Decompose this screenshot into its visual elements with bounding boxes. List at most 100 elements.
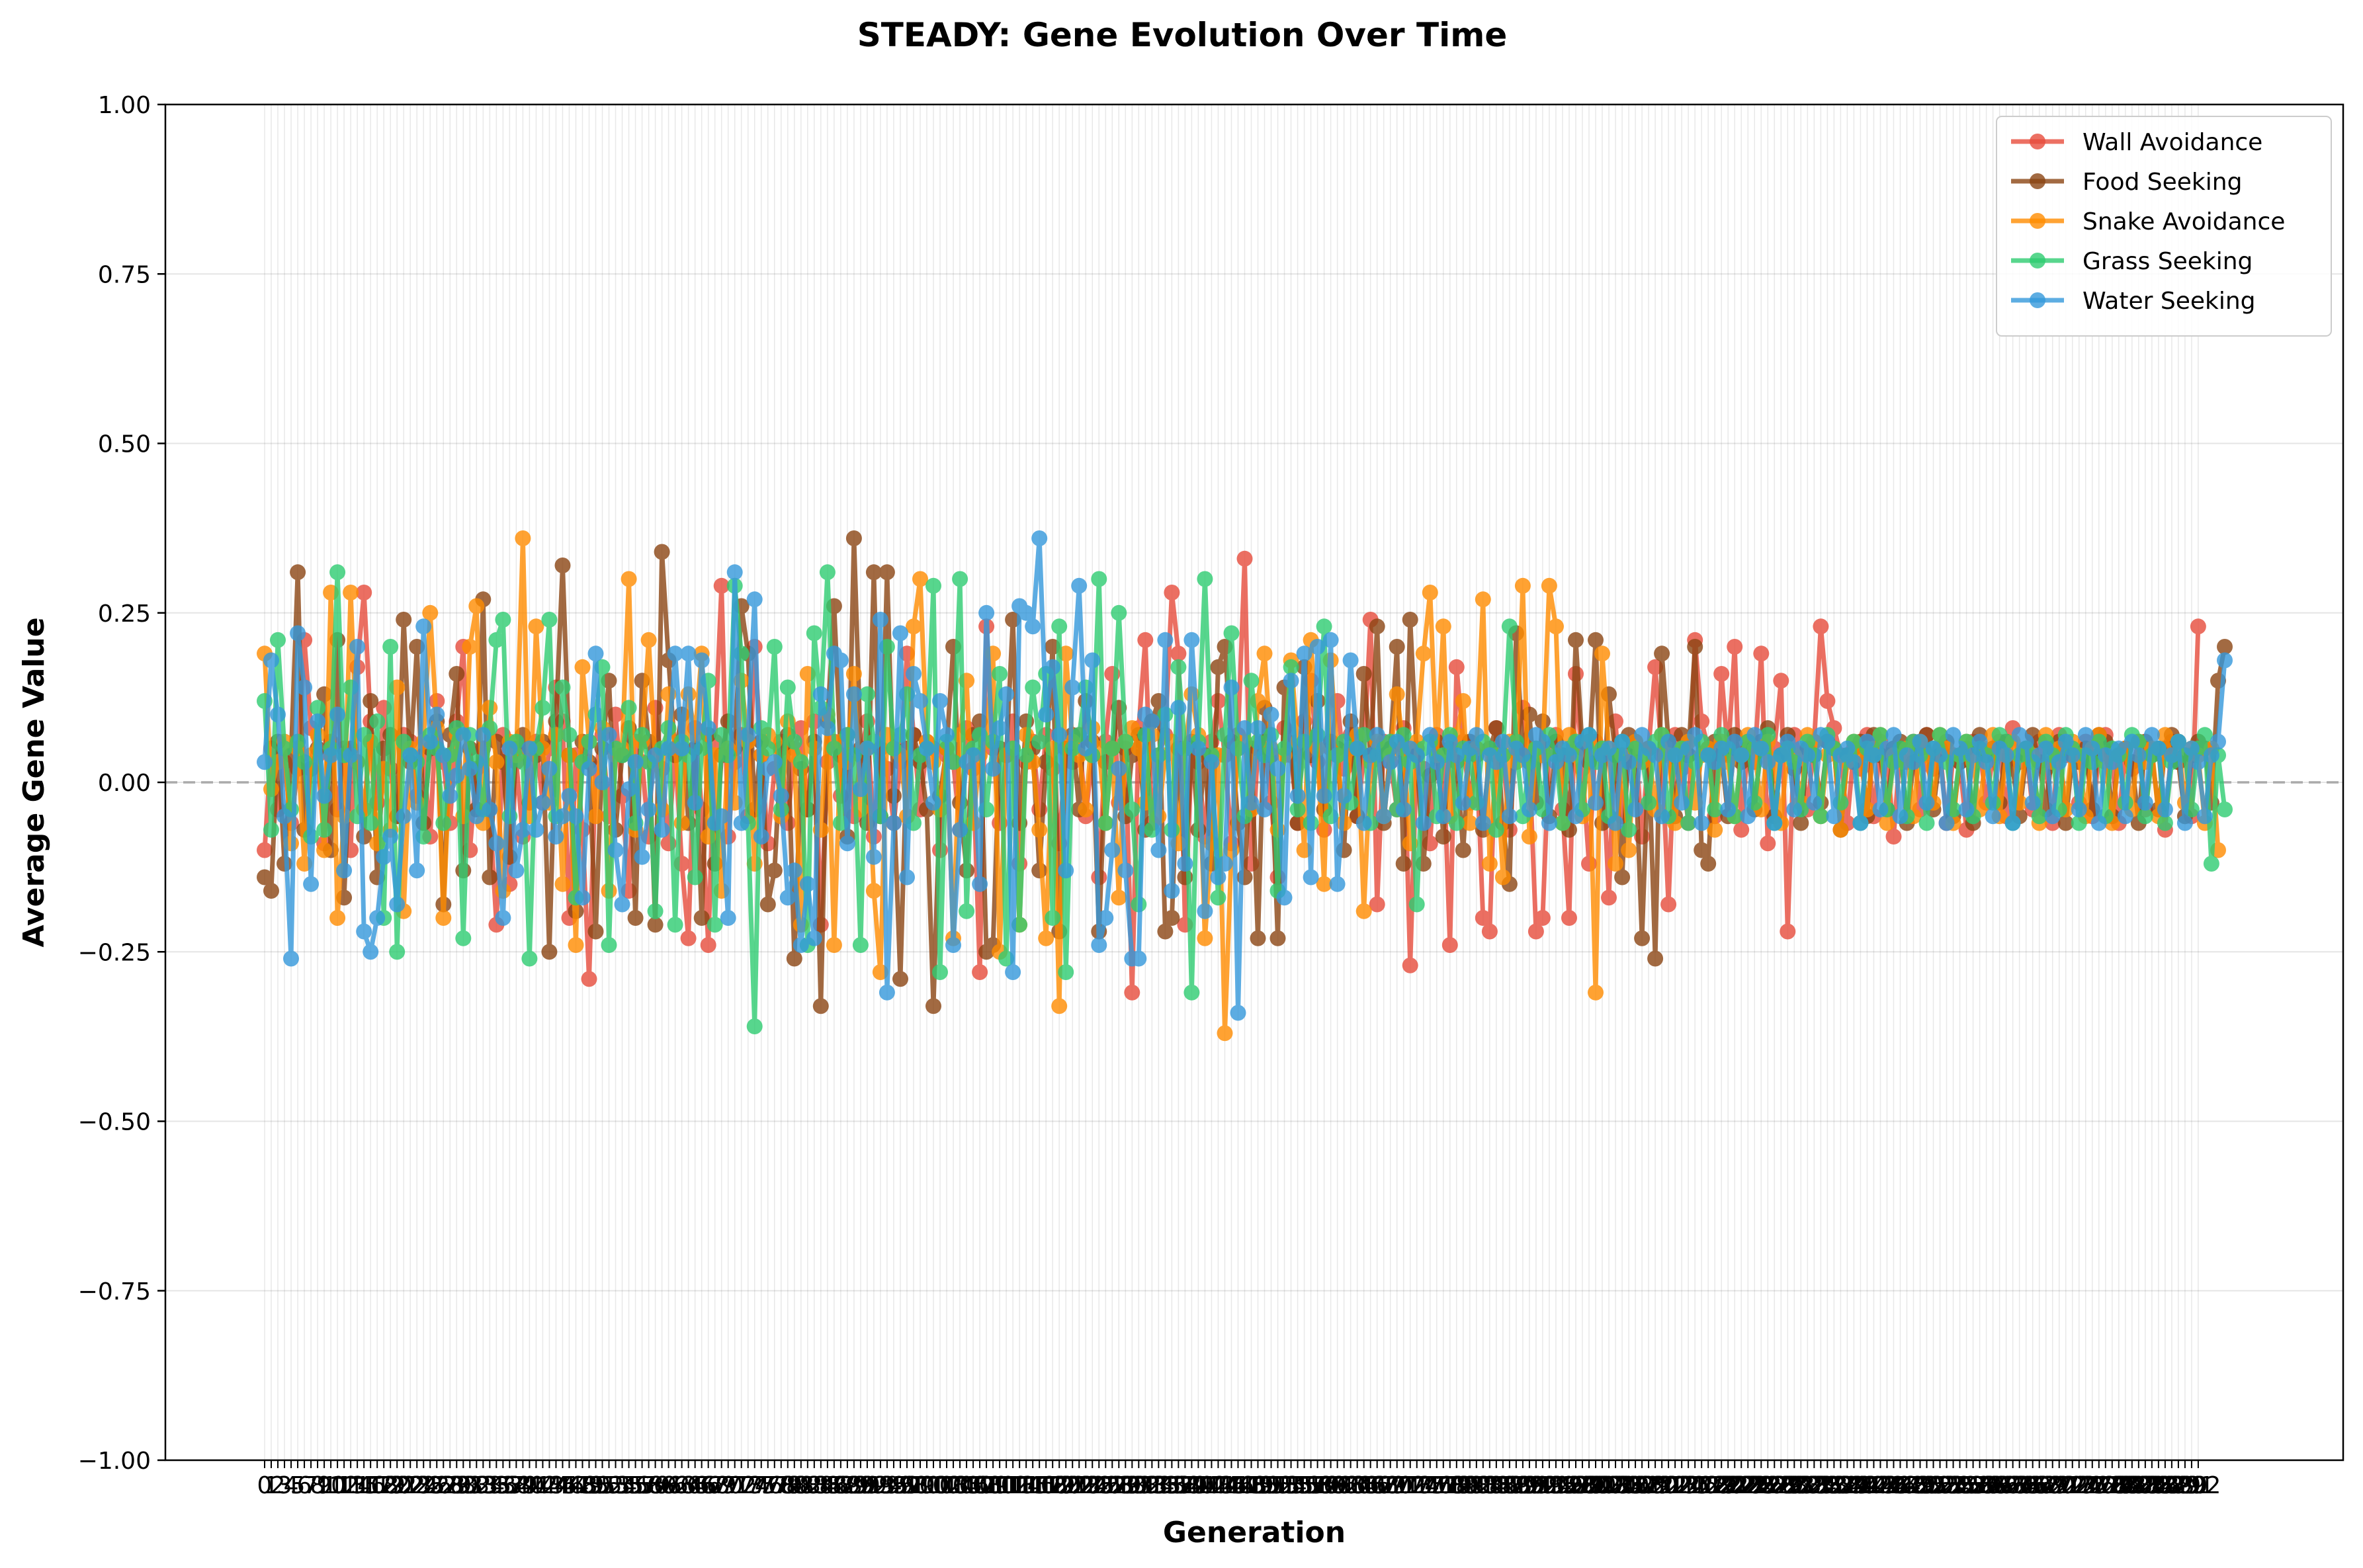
data-point: [660, 740, 677, 757]
x-tick-label: 97: [892, 1472, 922, 1499]
data-point: [1078, 740, 1094, 757]
data-point: [1806, 794, 1823, 811]
x-tick-label: 245: [1864, 1472, 1910, 1499]
data-point: [1475, 591, 1491, 608]
data-point: [1124, 984, 1140, 1001]
data-point: [912, 693, 928, 709]
data-point: [1183, 632, 1200, 648]
x-tick-label: 179: [1427, 1472, 1473, 1499]
data-point: [587, 808, 604, 825]
data-point: [1164, 585, 1180, 600]
data-point: [468, 598, 485, 614]
data-point: [1316, 788, 1332, 804]
data-point: [1217, 856, 1233, 872]
data-point: [495, 910, 511, 926]
x-tick-label: 16: [355, 1472, 386, 1499]
data-point: [1058, 964, 1074, 980]
data-point: [1773, 747, 1789, 763]
x-tick-label: 123: [1056, 1472, 1102, 1499]
x-tick-label: 280: [2096, 1472, 2141, 1499]
data-point: [2137, 808, 2153, 825]
data-point: [1879, 740, 1895, 757]
data-point: [700, 720, 716, 736]
data-point: [1422, 727, 1438, 743]
x-tick-label: 1: [264, 1472, 279, 1499]
legend-label: Food Seeking: [2083, 169, 2242, 196]
data-point: [1289, 788, 1306, 804]
data-point: [2137, 794, 2153, 811]
x-tick-label: 15: [349, 1472, 379, 1499]
data-point: [290, 564, 306, 581]
x-tick-label: 119: [1030, 1472, 1076, 1499]
data-point: [753, 829, 769, 845]
data-point: [906, 666, 922, 682]
x-tick-label: 277: [2076, 1472, 2122, 1499]
data-point: [1594, 645, 1610, 662]
data-point: [382, 829, 399, 845]
data-point: [535, 794, 551, 811]
data-point: [1660, 896, 1677, 913]
x-tick-label: 199: [1560, 1472, 1606, 1499]
data-point: [270, 706, 286, 723]
data-point: [263, 652, 279, 669]
x-tick-label: 62: [660, 1472, 691, 1499]
x-tick-label: 266: [2003, 1472, 2049, 1499]
data-point: [2203, 747, 2219, 763]
data-point: [1647, 950, 1664, 967]
x-tick-label: 162: [1314, 1472, 1360, 1499]
x-tick-label: 170: [1367, 1472, 1413, 1499]
data-point: [561, 727, 578, 743]
x-tick-label: 250: [1897, 1472, 1943, 1499]
x-tick-label: 232: [1778, 1472, 1824, 1499]
x-tick-label: 257: [1944, 1472, 1989, 1499]
y-tick-label: 0.00: [98, 770, 151, 797]
x-tick-label: 36: [488, 1472, 518, 1499]
data-point: [1733, 821, 1750, 838]
legend-label: Wall Avoidance: [2083, 129, 2262, 156]
data-point: [1342, 652, 1359, 669]
data-point: [568, 937, 584, 953]
data-point: [992, 666, 1008, 682]
x-tick-label: 268: [2016, 1472, 2062, 1499]
data-point: [1601, 889, 1617, 906]
x-tick-label: 240: [1831, 1472, 1877, 1499]
data-point: [1197, 930, 1213, 946]
data-point: [1150, 842, 1167, 858]
data-point: [845, 530, 862, 546]
x-tick-label: 215: [1666, 1472, 1711, 1499]
x-tick-label: 11: [322, 1472, 353, 1499]
data-point: [1045, 910, 1061, 926]
data-point: [1608, 856, 1623, 872]
data-point: [845, 686, 862, 702]
data-point: [1170, 700, 1187, 716]
x-tick-label: 253: [1917, 1472, 1963, 1499]
data-point: [1568, 808, 1584, 825]
x-tick-label: 146: [1209, 1472, 1254, 1499]
x-tick-label: 252: [1911, 1472, 1956, 1499]
x-tick-label: 270: [2030, 1472, 2075, 1499]
data-point: [925, 577, 941, 594]
data-point: [1064, 679, 1081, 696]
x-tick-label: 42: [528, 1472, 558, 1499]
x-tick-label: 275: [2063, 1472, 2108, 1499]
x-tick-label: 2: [271, 1472, 286, 1499]
data-point: [793, 937, 809, 953]
x-tick-label: 156: [1275, 1472, 1320, 1499]
data-point: [310, 713, 326, 729]
data-point: [614, 747, 630, 763]
data-point: [634, 848, 650, 865]
data-point: [2217, 639, 2233, 655]
data-point: [1243, 794, 1260, 811]
x-tick-label: 50: [581, 1472, 611, 1499]
x-tick-label: 41: [521, 1472, 552, 1499]
data-point: [277, 808, 292, 825]
x-tick-label: 176: [1407, 1472, 1453, 1499]
data-point: [1601, 740, 1617, 757]
data-point: [1448, 815, 1465, 831]
data-point: [826, 937, 842, 953]
x-tick-label: 7: [304, 1472, 319, 1499]
x-tick-label: 100: [904, 1472, 950, 1499]
x-tick-label: 278: [2083, 1472, 2128, 1499]
x-tick-label: 141: [1176, 1472, 1221, 1499]
x-tick-label: 83: [799, 1472, 830, 1499]
